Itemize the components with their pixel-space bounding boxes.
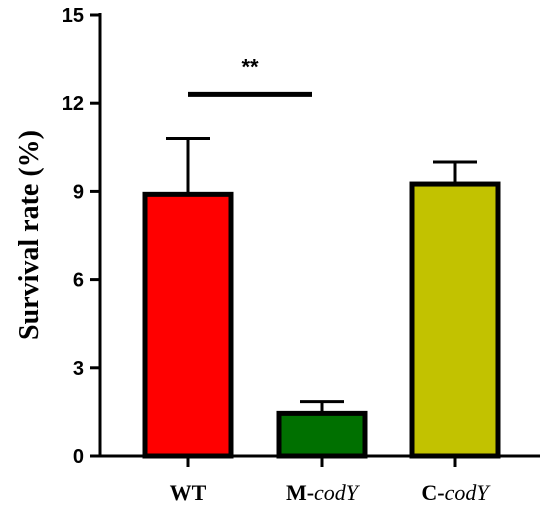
y-tick-label-4: 12 (62, 93, 84, 115)
y-tick-label-2: 6 (73, 270, 84, 292)
bar-1 (276, 410, 368, 459)
y-tick-label-0: 0 (73, 446, 84, 468)
y-tick-label-5: 15 (62, 5, 84, 27)
error-bars-group (166, 136, 477, 414)
y-axis-label: Survival rate (%) (14, 130, 45, 340)
x-tick-label-0: WT (170, 480, 207, 505)
significance-label: ** (241, 54, 259, 79)
bar-0 (142, 191, 234, 459)
x-tick-label-2: C-codY (421, 480, 491, 505)
y-tick-label-3: 9 (73, 181, 84, 203)
x-tick-label-1: M-codY (286, 480, 361, 505)
significance-group: ** (188, 54, 312, 97)
bars-group (142, 181, 501, 459)
bar-2 (409, 181, 501, 459)
y-tick-label-1: 3 (73, 358, 84, 380)
x-tick-labels: WT M-codY C-codY (170, 480, 492, 505)
axes-group: 0 3 6 9 12 15 (62, 5, 540, 468)
